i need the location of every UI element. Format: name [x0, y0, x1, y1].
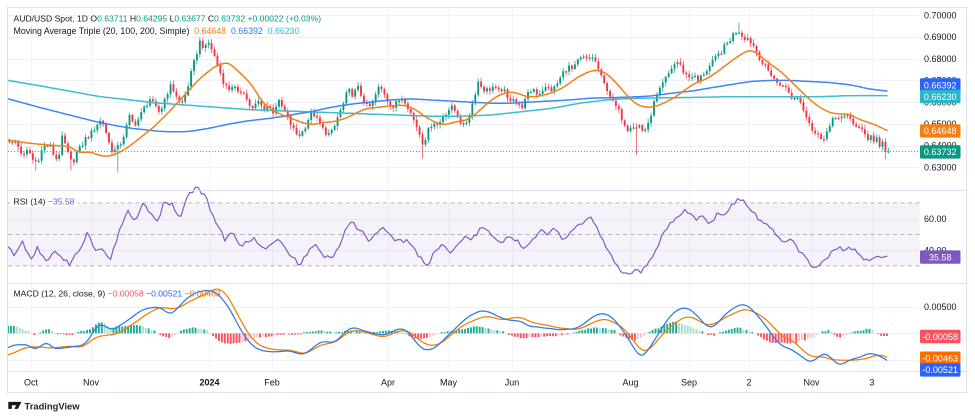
svg-text:AUD/USD Spot, 1D O0.63711 H0.6: AUD/USD Spot, 1D O0.63711 H0.64295 L0.63… — [14, 14, 322, 24]
svg-text:Feb: Feb — [264, 378, 280, 388]
svg-text:0.64648: 0.64648 — [924, 126, 957, 136]
svg-text:Aug: Aug — [622, 378, 638, 388]
svg-text:3: 3 — [869, 378, 874, 388]
svg-text:40.00: 40.00 — [924, 245, 947, 255]
svg-text:60.00: 60.00 — [924, 214, 947, 224]
svg-text:0.70000: 0.70000 — [924, 11, 957, 21]
svg-text:Nov: Nov — [83, 378, 100, 388]
svg-text:35.58: 35.58 — [929, 252, 952, 262]
svg-text:2024: 2024 — [199, 378, 219, 388]
svg-text:RSI (14) −35.58: RSI (14) −35.58 — [14, 197, 75, 207]
svg-text:Moving Average Triple (20, 100: Moving Average Triple (20, 100, 200, Sim… — [14, 26, 300, 36]
svg-text:-0.00463: -0.00463 — [922, 354, 958, 364]
svg-text:-0.00058: -0.00058 — [922, 332, 958, 342]
svg-text:Oct: Oct — [24, 378, 39, 388]
svg-text:TradingView: TradingView — [25, 400, 81, 411]
svg-text:0.65000: 0.65000 — [924, 119, 957, 129]
svg-text:Sep: Sep — [681, 378, 697, 388]
svg-text:2: 2 — [746, 378, 751, 388]
svg-text:0.00500: 0.00500 — [924, 302, 957, 312]
svg-text:Apr: Apr — [381, 378, 395, 388]
svg-text:-0.00521: -0.00521 — [922, 365, 958, 375]
svg-text:MACD (12, 26, close, 9) −0.000: MACD (12, 26, close, 9) −0.00058 −0.0052… — [14, 288, 221, 298]
svg-text:Jun: Jun — [505, 378, 520, 388]
svg-text:0.63732: 0.63732 — [924, 147, 957, 157]
svg-text:May: May — [440, 378, 458, 388]
svg-text:0.66392: 0.66392 — [924, 80, 957, 90]
svg-text:0.63000: 0.63000 — [924, 162, 957, 172]
svg-text:0.68000: 0.68000 — [924, 54, 957, 64]
svg-text:0.69000: 0.69000 — [924, 32, 957, 42]
svg-text:0.66230: 0.66230 — [924, 92, 957, 102]
svg-text:Nov: Nov — [803, 378, 820, 388]
